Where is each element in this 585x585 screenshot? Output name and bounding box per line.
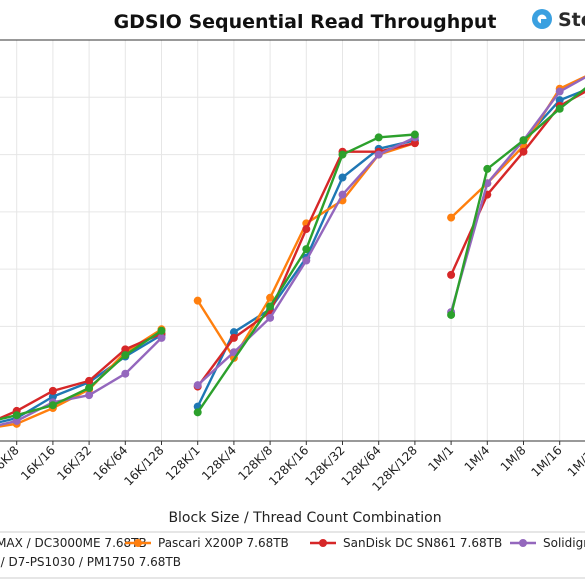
logo: StorageReview <box>532 9 585 31</box>
data-point <box>555 104 564 113</box>
series-line <box>450 90 585 276</box>
legend-label: Kioxia CM7-R / D7-PS1030 / PM1750 7.68TB <box>0 555 181 569</box>
series-line <box>0 332 162 420</box>
data-point <box>85 384 94 393</box>
legend-label: Micron 9400 MAX / DC3000ME 7.68TB <box>0 536 147 550</box>
legend-label: Solidigm D7-PS1010 7.68TB <box>543 536 585 550</box>
data-point <box>447 310 456 319</box>
x-tick-label: 1M/8 <box>498 443 529 474</box>
logo-text: StorageReview <box>558 9 585 31</box>
series-line <box>196 133 415 414</box>
data-point <box>48 401 57 410</box>
legend-item: Kioxia CM7-R / D7-PS1030 / PM1750 7.68TB <box>0 555 181 569</box>
x-axis-label: Block Size / Thread Count Combination <box>168 510 441 526</box>
data-point <box>555 96 564 105</box>
data-point <box>338 190 347 199</box>
x-tick-label: 1M/32 <box>565 443 585 479</box>
plot-frame <box>0 39 585 442</box>
data-point <box>193 381 202 390</box>
data-point <box>266 313 275 322</box>
data-point <box>193 296 202 305</box>
legend-item: Micron 9400 MAX / DC3000ME 7.68TB <box>0 536 147 550</box>
data-point <box>410 130 419 139</box>
data-point <box>302 256 311 265</box>
x-tick-label: 128K/4 <box>199 443 239 483</box>
data-point <box>555 87 564 96</box>
x-tick-label: 16K/16 <box>18 443 58 483</box>
legend-item: Pascari X200P 7.68TB <box>125 536 289 550</box>
data-point <box>12 411 21 420</box>
data-point <box>302 245 311 254</box>
legend: Micron 9400 MAX / DC3000ME 7.68TB Pascari… <box>0 536 585 569</box>
series-layer <box>0 75 585 428</box>
data-point <box>266 293 275 302</box>
legend-label: SanDisk DC SN861 7.68TB <box>343 536 502 550</box>
x-tick-label: 1M/1 <box>425 443 456 474</box>
legend-item: SanDisk DC SN861 7.68TB <box>310 536 502 550</box>
data-point <box>48 386 57 395</box>
x-tick-labels: 16K/416K/816K/1616K/3216K/6416K/128128K/… <box>0 441 585 494</box>
data-point <box>12 416 21 425</box>
data-point <box>374 150 383 159</box>
data-point <box>85 391 94 400</box>
x-tick-label: 128K/1 <box>163 443 203 483</box>
data-point <box>302 225 311 234</box>
data-point <box>48 392 57 401</box>
chart-title: GDSIO Sequential Read Throughput <box>114 11 497 33</box>
data-point <box>157 333 166 342</box>
data-point <box>85 376 94 385</box>
data-point <box>266 302 275 311</box>
series-line <box>0 329 163 421</box>
data-point <box>447 213 456 222</box>
data-point <box>338 173 347 182</box>
data-point <box>157 326 166 335</box>
series-2 <box>0 90 585 420</box>
x-tick-label: 1M/16 <box>529 443 565 479</box>
x-tick-label: 16K/32 <box>54 443 94 483</box>
series-4 <box>0 87 585 421</box>
legend-marker <box>134 539 142 547</box>
series-line <box>0 333 163 424</box>
data-point <box>519 147 528 156</box>
data-point <box>229 333 238 342</box>
data-point <box>374 133 383 142</box>
data-point <box>121 369 130 378</box>
legend-frame <box>0 531 585 579</box>
series-line <box>0 337 163 427</box>
x-tick-label: 16K/128 <box>121 443 166 488</box>
legend-marker <box>319 539 327 547</box>
data-point <box>447 270 456 279</box>
data-point <box>229 328 238 337</box>
series-line <box>449 76 585 313</box>
data-point <box>229 348 238 357</box>
legend-item: Solidigm D7-PS1010 7.68TB <box>510 536 585 550</box>
data-point <box>410 139 419 148</box>
legend-marker <box>519 539 527 547</box>
data-point <box>193 408 202 417</box>
legend-label: Pascari X200P 7.68TB <box>158 536 289 550</box>
data-point <box>121 345 130 354</box>
data-point <box>121 351 130 360</box>
x-tick-label: 1M/4 <box>462 443 493 474</box>
data-point <box>519 136 528 145</box>
data-point <box>483 164 492 173</box>
data-point <box>338 150 347 159</box>
